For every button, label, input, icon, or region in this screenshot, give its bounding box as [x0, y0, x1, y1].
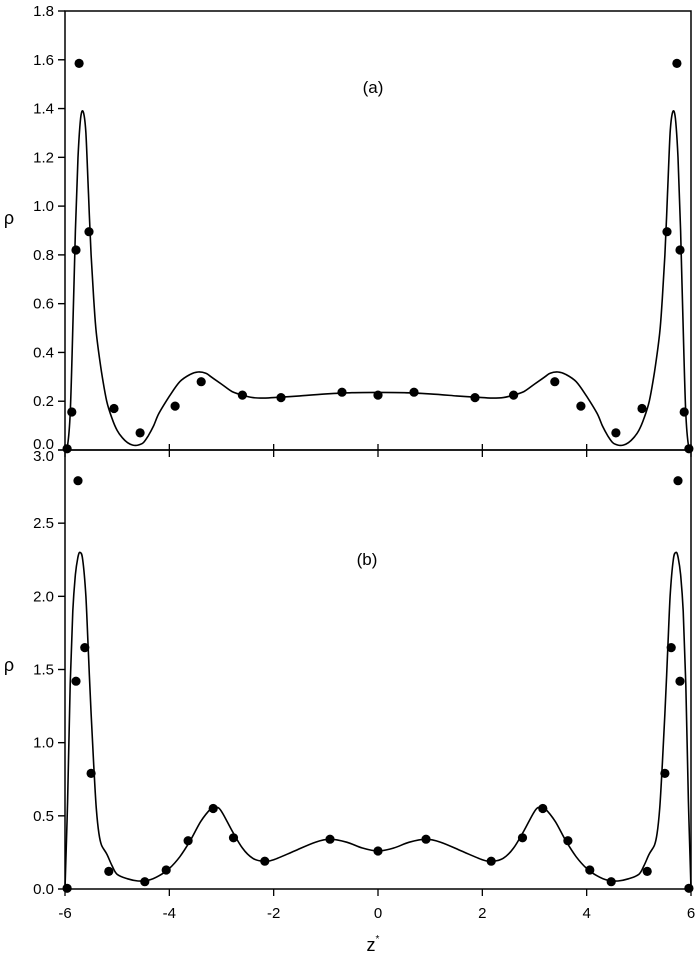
x-tick-label: 6 — [687, 905, 695, 922]
panel-a-label: (a) — [363, 78, 384, 97]
y-tick-label: 0.6 — [33, 296, 54, 313]
y-tick-label: 3.0 — [33, 448, 54, 465]
panel-b-theory-curve — [64, 551, 692, 890]
panel-a: 0.0 0.2 0.4 0.6 0.8 1.0 1.2 1.4 1.6 1.8 (a) ρ — [4, 3, 694, 454]
y-tick-label: 0.4 — [33, 344, 54, 361]
data-point — [161, 865, 171, 875]
data-point — [80, 643, 90, 653]
panel-a-y-axis-ticks: 0.0 0.2 0.4 0.6 0.8 1.0 1.2 1.4 1.6 1.8 — [33, 3, 65, 453]
data-point — [662, 227, 672, 237]
y-tick-label: 0.0 — [33, 881, 54, 898]
data-point — [576, 401, 586, 411]
data-point — [73, 476, 83, 486]
y-tick-label: 2.5 — [33, 515, 54, 532]
data-point — [196, 377, 206, 387]
data-point — [62, 444, 72, 454]
y-tick-label: 1.5 — [33, 662, 54, 679]
data-point — [276, 393, 286, 403]
x-axis-ticks: -6 -4 -2 0 2 4 6 — [58, 444, 695, 922]
panel-b: 0.0 0.5 1.0 1.5 2.0 2.5 3.0 (b) ρ — [4, 448, 694, 898]
y-tick-label: 0.2 — [33, 393, 54, 410]
data-point — [675, 676, 685, 686]
data-point — [517, 833, 528, 843]
x-tick-label: -6 — [58, 905, 71, 922]
data-point — [373, 846, 383, 856]
data-point — [71, 245, 81, 255]
x-tick-label: 2 — [478, 905, 486, 922]
x-tick-label: 4 — [582, 905, 590, 922]
data-point — [86, 768, 96, 779]
y-tick-label: 1.4 — [33, 101, 54, 118]
data-point — [325, 834, 335, 844]
data-point — [679, 407, 689, 417]
data-point — [109, 403, 119, 414]
data-point — [67, 407, 77, 417]
y-tick-label: 0.5 — [33, 808, 54, 825]
data-point — [84, 227, 94, 237]
data-point — [170, 401, 180, 411]
data-point — [228, 833, 239, 843]
data-point — [373, 390, 383, 400]
data-point — [237, 390, 247, 400]
data-point — [673, 476, 683, 486]
data-point — [470, 393, 480, 403]
data-point — [104, 866, 114, 877]
data-point — [606, 877, 616, 887]
data-point — [611, 428, 621, 438]
y-tick-label: 0.0 — [33, 436, 54, 453]
data-point — [260, 856, 270, 866]
data-point — [208, 803, 218, 814]
panel-b-label: (b) — [357, 550, 378, 569]
panel-a-y-axis-label: ρ — [4, 208, 14, 228]
data-point — [538, 803, 548, 814]
y-tick-label: 0.8 — [33, 247, 54, 264]
y-tick-label: 2.0 — [33, 588, 54, 605]
data-point — [684, 444, 694, 454]
data-point — [637, 403, 647, 414]
data-point — [660, 768, 670, 779]
data-point — [672, 58, 682, 68]
data-point — [666, 643, 676, 653]
data-point — [140, 877, 150, 887]
y-tick-label: 1.2 — [33, 149, 54, 166]
y-tick-label: 1.6 — [33, 52, 54, 69]
data-point — [550, 377, 560, 387]
x-tick-label: -4 — [163, 905, 176, 922]
data-point — [675, 245, 685, 255]
y-tick-label: 1.0 — [33, 198, 54, 215]
data-point — [337, 387, 347, 397]
data-point — [183, 836, 193, 846]
panel-b-y-axis-label: ρ — [4, 655, 14, 675]
data-point — [642, 866, 652, 877]
data-point — [74, 58, 84, 68]
panel-b-simulation-points — [62, 476, 694, 893]
panel-a-simulation-points — [62, 58, 694, 454]
data-point — [135, 428, 145, 438]
data-point — [409, 387, 419, 397]
x-axis-label: z* — [367, 934, 380, 955]
data-point — [585, 865, 595, 875]
data-point — [486, 856, 496, 866]
data-point — [563, 836, 573, 846]
panel-b-y-axis-ticks: 0.0 0.5 1.0 1.5 2.0 2.5 3.0 — [33, 448, 65, 898]
data-point — [421, 834, 431, 844]
data-point — [508, 390, 519, 400]
x-tick-label: 0 — [374, 905, 382, 922]
y-tick-label: 1.0 — [33, 735, 54, 752]
y-tick-label: 1.8 — [33, 3, 54, 20]
x-tick-label: -2 — [267, 905, 280, 922]
data-point — [71, 676, 81, 686]
